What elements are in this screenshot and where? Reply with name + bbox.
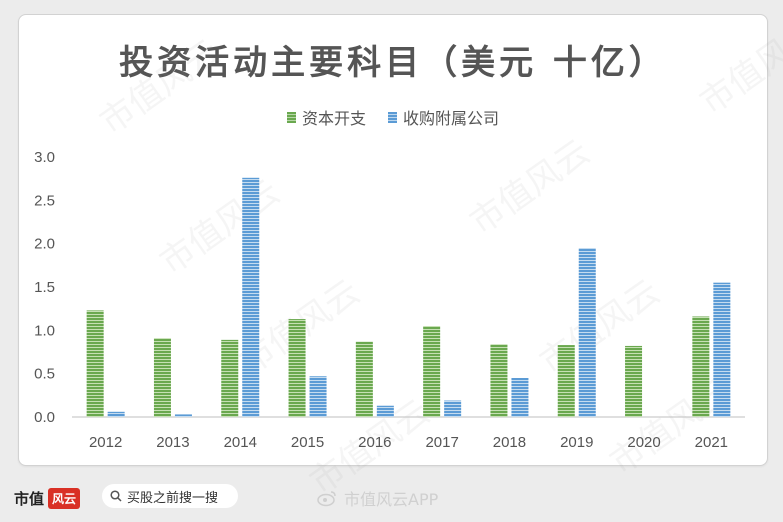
y-tick-label: 1.0 — [34, 322, 55, 339]
x-tick-label: 2013 — [156, 434, 189, 451]
x-tick-label: 2015 — [291, 434, 324, 451]
legend-swatch-blue — [388, 111, 397, 123]
brand-logo: 风云 — [48, 488, 81, 509]
app-watermark: 市值风云APP — [316, 486, 438, 510]
bar-acquisition-2013 — [174, 414, 192, 417]
bar-capex-2013 — [153, 338, 171, 417]
chart-card: 投资活动主要科目（美元 十亿） 资本开支 收购附属公司 — [18, 14, 768, 466]
x-tick-label: 2017 — [425, 434, 458, 451]
y-tick-label: 2.5 — [34, 192, 55, 209]
y-tick-label: 2.0 — [34, 236, 55, 253]
x-tick-label: 2021 — [695, 434, 728, 451]
legend-item-acquisition: 收购附属公司 — [388, 105, 499, 129]
bar-capex-2014 — [221, 339, 239, 417]
x-tick-label: 2016 — [358, 434, 391, 451]
bar-capex-2020 — [625, 345, 643, 417]
y-tick-label: 0.0 — [34, 409, 55, 426]
x-tick-label: 2018 — [493, 434, 526, 451]
bar-acquisition-2016 — [376, 405, 394, 417]
y-tick-label: 1.5 — [34, 279, 55, 296]
bar-acquisition-2014 — [242, 177, 260, 417]
bar-capex-2017 — [423, 326, 441, 417]
x-tick-label: 2019 — [560, 434, 593, 451]
brand-name: 市值 — [14, 490, 45, 508]
chart-legend: 资本开支 收购附属公司 — [19, 105, 767, 129]
bar-capex-2012 — [86, 310, 104, 417]
legend-item-capex: 资本开支 — [286, 105, 366, 129]
x-tick-label: 2014 — [224, 434, 257, 451]
bar-acquisition-2021 — [713, 282, 731, 417]
x-tick-label: 2020 — [627, 434, 660, 451]
bar-capex-2019 — [557, 345, 575, 417]
y-tick-label: 3.0 — [34, 149, 55, 166]
legend-label-acquisition: 收购附属公司 — [403, 109, 500, 128]
bar-acquisition-2012 — [107, 411, 125, 417]
bar-acquisition-2015 — [309, 376, 327, 417]
bar-acquisition-2018 — [511, 378, 529, 417]
search-box[interactable]: 买股之前搜一搜 — [102, 484, 238, 508]
bar-capex-2016 — [355, 341, 373, 417]
search-icon — [110, 490, 122, 502]
chart-title: 投资活动主要科目（美元 十亿） — [119, 43, 667, 83]
search-placeholder: 买股之前搜一搜 — [127, 490, 219, 506]
bar-capex-2015 — [288, 319, 306, 417]
x-tick-label: 2012 — [89, 434, 122, 451]
footer-bar: 市值 风云 买股之前搜一搜 市值风云APP — [0, 472, 783, 522]
brand: 市值 风云 — [14, 488, 81, 509]
y-tick-label: 0.5 — [34, 366, 55, 383]
bar-capex-2018 — [490, 344, 508, 417]
legend-swatch-green — [286, 111, 296, 123]
app-watermark-text: 市值风云APP — [344, 490, 439, 509]
weibo-icon — [317, 491, 336, 507]
bar-capex-2021 — [692, 316, 710, 417]
bar-acquisition-2017 — [444, 400, 462, 417]
legend-label-capex: 资本开支 — [301, 109, 366, 128]
bar-acquisition-2019 — [578, 248, 596, 417]
